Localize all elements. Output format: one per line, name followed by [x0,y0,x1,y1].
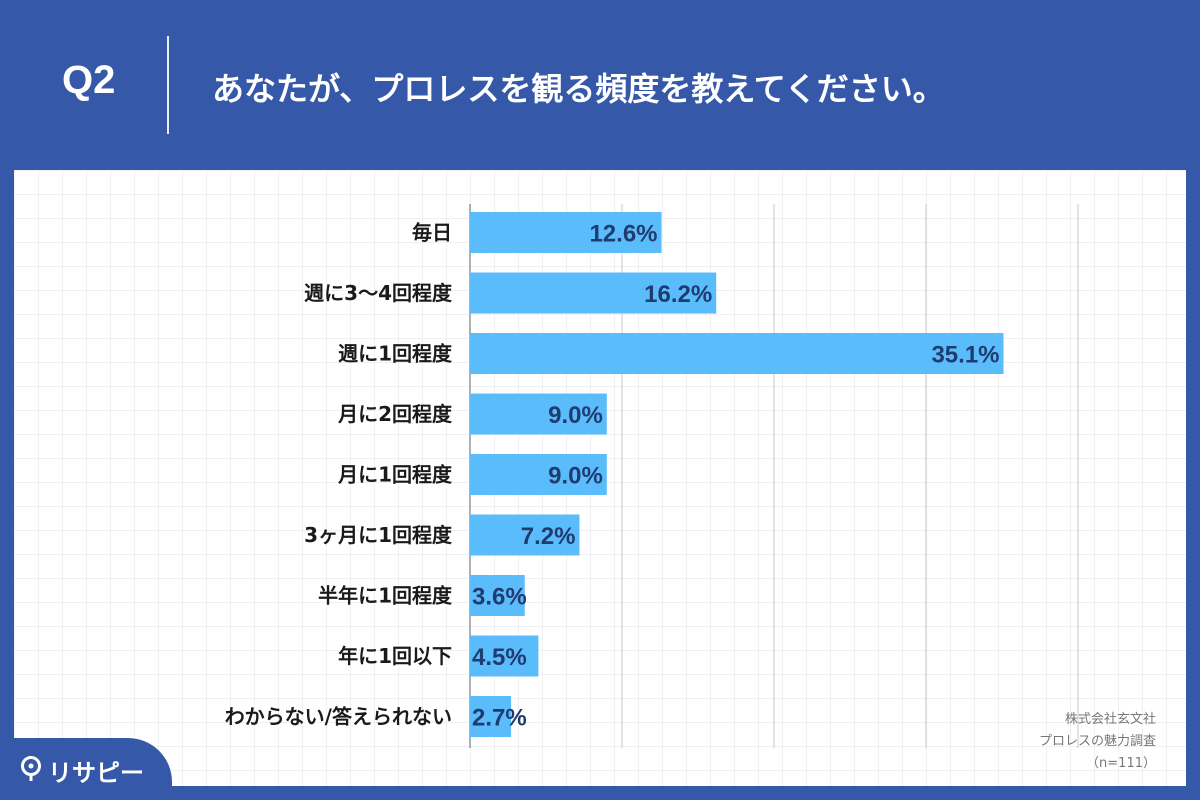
chart-panel [14,170,1186,786]
category-label: 月に2回程度 [337,402,453,426]
source-note: 株式会社玄文社 プロレスの魅力調査 （n=111） [1039,709,1156,775]
category-label: 月に1回程度 [337,463,453,487]
bar [470,514,580,556]
value-label: 4.5% [472,644,527,671]
bar [470,454,607,495]
bar [470,635,539,677]
value-label: 9.0% [548,402,603,429]
bars [470,212,1004,737]
question-number: Q2 [62,58,116,102]
bar [470,696,512,737]
category-label: 3ヶ月に1回程度 [304,523,453,547]
brand-logo: リサピー [0,738,172,800]
category-label: 週に1回程度 [338,342,453,366]
category-label: 半年に1回程度 [318,584,453,608]
header-divider [167,36,169,134]
category-label: 週に3〜4回程度 [304,281,453,305]
category-label: 年に1回以下 [338,644,452,668]
value-label: 3.6% [472,584,527,611]
survey-name: プロレスの魅力調査 [1038,734,1156,749]
pin-icon [21,756,41,781]
company-name: 株式会社玄文社 [1064,712,1156,727]
bar [470,212,662,253]
bar [470,393,607,435]
value-label: 35.1% [931,342,999,369]
category-label: 毎日 [412,221,452,245]
logo-text: リサピー [48,759,144,787]
value-label: 2.7% [472,705,527,732]
sample-size: （n=111） [1086,756,1156,771]
value-label: 16.2% [644,281,712,308]
value-label: 9.0% [548,463,603,490]
value-label: 7.2% [521,523,576,550]
header: Q2 あなたが、プロレスを観る頻度を教えてください。 [0,0,1200,170]
question-title: あなたが、プロレスを観る頻度を教えてください。 [212,70,945,108]
labels: 毎日 12.6% 週に3〜4回程度 16.2% 週に1回程度 35.1% 月に2回程度 9.0… [225,221,1000,732]
bar [470,272,717,314]
category-label: わからない/答えられない [225,705,452,729]
value-label: 12.6% [589,221,657,248]
bar [470,333,1004,374]
bar [470,575,525,616]
